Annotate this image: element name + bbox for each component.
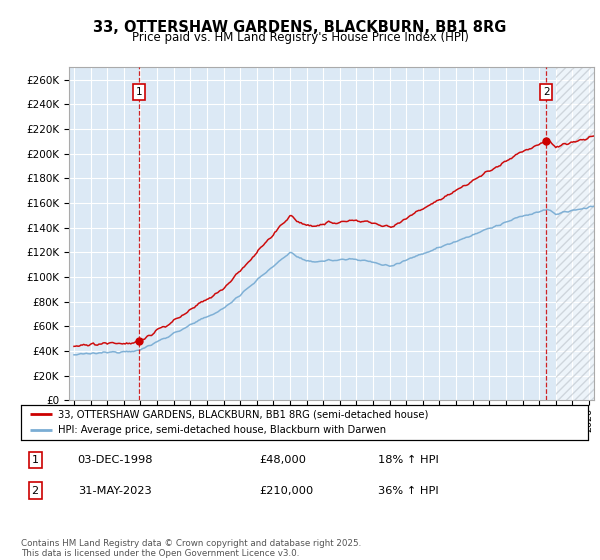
Text: 2: 2 — [32, 486, 39, 496]
Bar — [556, 67, 600, 400]
Text: 03-DEC-1998: 03-DEC-1998 — [78, 455, 153, 465]
Text: 1: 1 — [32, 455, 38, 465]
Text: Contains HM Land Registry data © Crown copyright and database right 2025.
This d: Contains HM Land Registry data © Crown c… — [21, 539, 361, 558]
Text: 31-MAY-2023: 31-MAY-2023 — [78, 486, 151, 496]
Text: HPI: Average price, semi-detached house, Blackburn with Darwen: HPI: Average price, semi-detached house,… — [58, 425, 386, 435]
Bar — [556, 67, 600, 400]
Text: 2: 2 — [543, 87, 550, 97]
Text: £48,000: £48,000 — [259, 455, 306, 465]
Text: 1: 1 — [136, 87, 142, 97]
Text: 33, OTTERSHAW GARDENS, BLACKBURN, BB1 8RG: 33, OTTERSHAW GARDENS, BLACKBURN, BB1 8R… — [94, 20, 506, 35]
Text: £210,000: £210,000 — [259, 486, 313, 496]
Text: Price paid vs. HM Land Registry's House Price Index (HPI): Price paid vs. HM Land Registry's House … — [131, 31, 469, 44]
Text: 18% ↑ HPI: 18% ↑ HPI — [378, 455, 439, 465]
Text: 33, OTTERSHAW GARDENS, BLACKBURN, BB1 8RG (semi-detached house): 33, OTTERSHAW GARDENS, BLACKBURN, BB1 8R… — [58, 409, 428, 419]
Text: 36% ↑ HPI: 36% ↑ HPI — [378, 486, 439, 496]
